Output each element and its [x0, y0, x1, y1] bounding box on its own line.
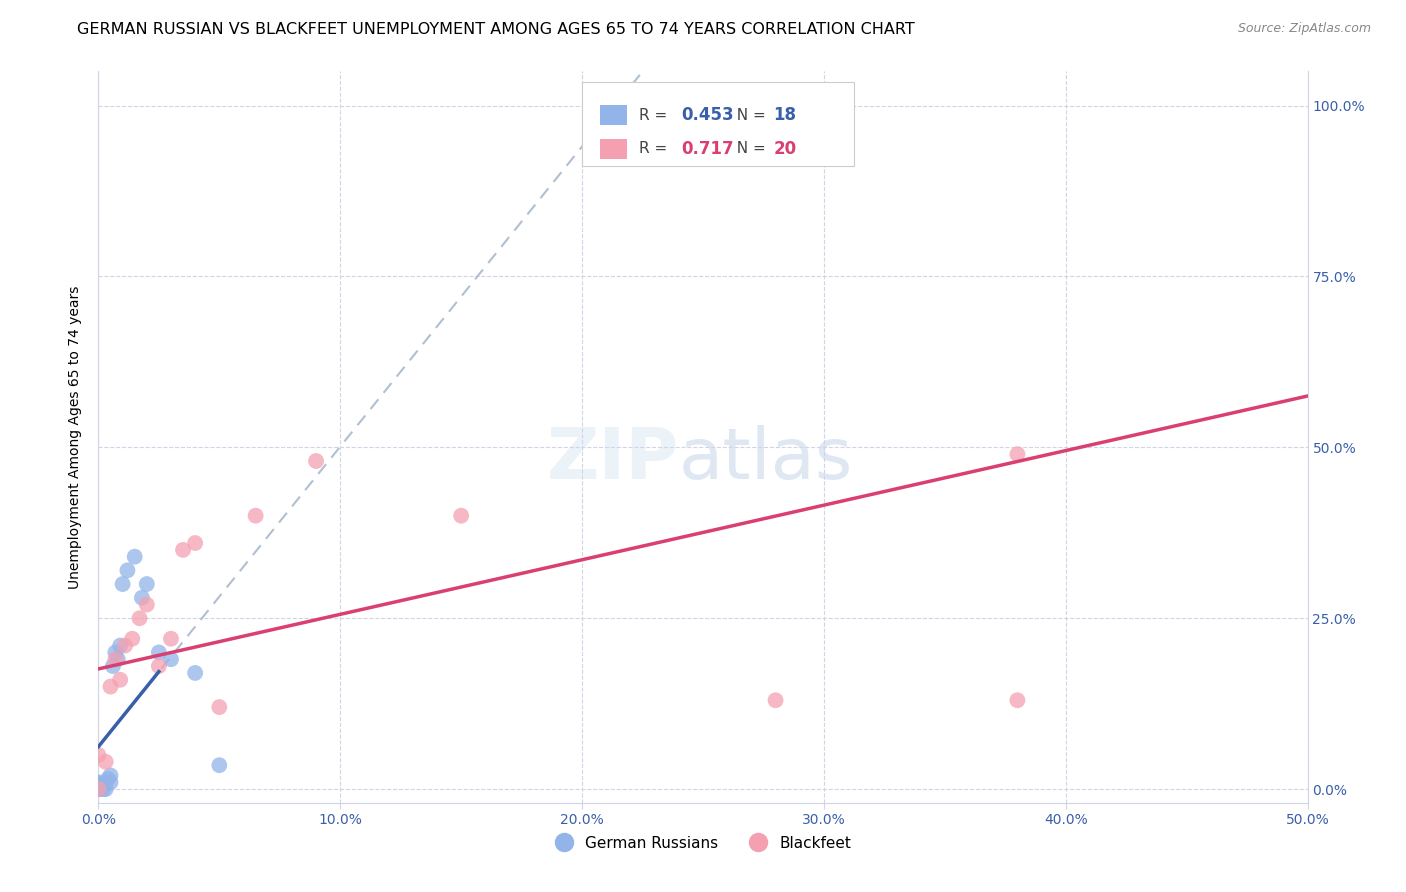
- Point: [172, 542, 194, 557]
- Text: R =: R =: [638, 108, 672, 123]
- Point: [87, 782, 110, 797]
- FancyBboxPatch shape: [582, 82, 855, 167]
- Point: [87, 777, 110, 791]
- Point: [148, 659, 170, 673]
- Point: [107, 652, 129, 666]
- Point: [87, 782, 110, 797]
- Point: [100, 680, 122, 694]
- Point: [124, 549, 146, 564]
- Text: atlas: atlas: [679, 425, 853, 493]
- Y-axis label: Unemployment Among Ages 65 to 74 years: Unemployment Among Ages 65 to 74 years: [69, 285, 83, 589]
- Legend: German Russians, Blackfeet: German Russians, Blackfeet: [548, 830, 858, 857]
- Point: [184, 665, 207, 680]
- Point: [160, 652, 183, 666]
- Point: [101, 659, 124, 673]
- Point: [208, 758, 231, 772]
- Point: [94, 782, 117, 797]
- Point: [111, 577, 134, 591]
- Text: Source: ZipAtlas.com: Source: ZipAtlas.com: [1237, 22, 1371, 36]
- Point: [87, 780, 110, 795]
- Point: [121, 632, 143, 646]
- Text: 20: 20: [773, 140, 796, 158]
- Point: [91, 782, 114, 797]
- Point: [114, 639, 136, 653]
- Point: [208, 700, 231, 714]
- Point: [148, 645, 170, 659]
- Text: 18: 18: [773, 106, 796, 124]
- Point: [100, 768, 122, 782]
- Point: [765, 693, 787, 707]
- Point: [97, 772, 120, 786]
- Point: [104, 652, 127, 666]
- Point: [100, 775, 122, 789]
- Point: [104, 645, 127, 659]
- Text: N =: N =: [727, 108, 770, 123]
- Point: [305, 454, 328, 468]
- Point: [108, 673, 131, 687]
- Point: [1007, 447, 1029, 461]
- Point: [1007, 693, 1029, 707]
- Point: [117, 563, 139, 577]
- Point: [108, 639, 131, 653]
- Point: [135, 598, 157, 612]
- Text: R =: R =: [638, 142, 672, 156]
- Point: [87, 782, 110, 797]
- Text: ZIP: ZIP: [547, 425, 679, 493]
- Point: [87, 778, 110, 792]
- Point: [135, 577, 157, 591]
- Point: [91, 779, 114, 793]
- Text: 0.717: 0.717: [682, 140, 734, 158]
- Point: [94, 755, 117, 769]
- Point: [94, 775, 117, 789]
- Text: N =: N =: [727, 142, 770, 156]
- Point: [87, 782, 110, 797]
- FancyBboxPatch shape: [600, 139, 627, 159]
- Point: [160, 632, 183, 646]
- Point: [131, 591, 153, 605]
- Point: [87, 775, 110, 789]
- Point: [450, 508, 472, 523]
- Point: [128, 611, 150, 625]
- Point: [245, 508, 267, 523]
- Point: [87, 747, 110, 762]
- FancyBboxPatch shape: [600, 105, 627, 126]
- Point: [184, 536, 207, 550]
- Point: [87, 782, 110, 797]
- Text: 0.453: 0.453: [682, 106, 734, 124]
- Text: GERMAN RUSSIAN VS BLACKFEET UNEMPLOYMENT AMONG AGES 65 TO 74 YEARS CORRELATION C: GERMAN RUSSIAN VS BLACKFEET UNEMPLOYMENT…: [77, 22, 915, 37]
- Point: [87, 780, 110, 794]
